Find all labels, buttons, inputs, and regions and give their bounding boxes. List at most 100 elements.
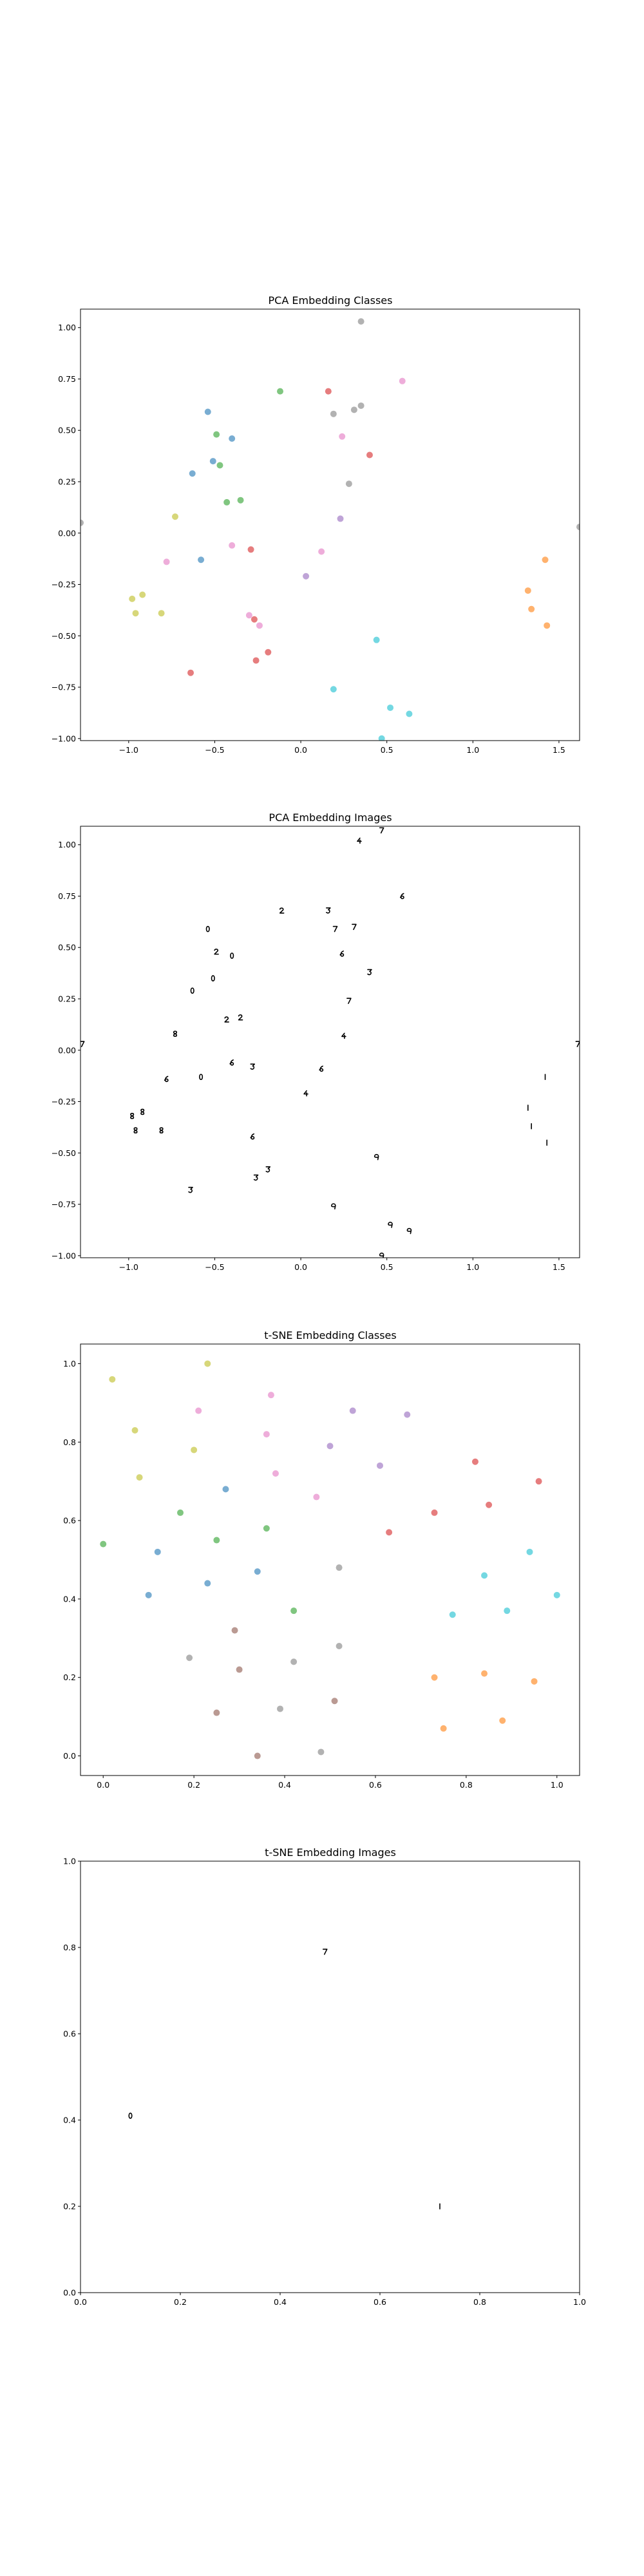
image-thumbnail xyxy=(230,952,234,959)
y-tick-label: 0.0 xyxy=(63,2288,76,2298)
data-point xyxy=(236,1666,243,1673)
x-tick-label: 0.4 xyxy=(278,1780,291,1790)
x-tick-label: −1.0 xyxy=(119,745,138,755)
x-tick-label: 1.0 xyxy=(551,1780,564,1790)
x-tick-label: −1.0 xyxy=(119,1262,138,1272)
image-thumbnail xyxy=(399,893,404,900)
image-thumbnail xyxy=(159,1127,164,1133)
x-tick-label: 0.5 xyxy=(381,1262,393,1272)
data-point xyxy=(337,515,344,522)
data-point xyxy=(404,1411,411,1418)
image-thumbnail xyxy=(406,1227,412,1235)
data-points xyxy=(80,318,580,741)
chart-title: t-SNE Embedding Classes xyxy=(264,1329,396,1341)
data-point xyxy=(336,1564,343,1571)
image-thumbnail xyxy=(322,1948,328,1955)
y-tick-label: 1.0 xyxy=(63,1359,76,1368)
data-point xyxy=(431,1509,438,1516)
image-thumbnail xyxy=(229,1059,234,1066)
image-thumbnail xyxy=(379,827,384,834)
y-tick-label: 0.2 xyxy=(63,1672,76,1682)
y-tick-label: 1.0 xyxy=(63,1857,76,1866)
x-tick-label: 0.0 xyxy=(74,2297,87,2307)
image-thumbnail xyxy=(326,907,331,914)
data-point xyxy=(431,1674,438,1681)
data-point xyxy=(386,1529,393,1536)
data-point xyxy=(204,408,211,415)
data-points xyxy=(80,827,580,1258)
chart-title: t-SNE Embedding Images xyxy=(265,1846,396,1859)
x-tick-label: 0.8 xyxy=(473,2297,486,2307)
data-point xyxy=(528,605,535,612)
data-point xyxy=(535,1478,542,1485)
data-point xyxy=(195,1407,202,1414)
data-point xyxy=(349,1407,356,1414)
y-tick-label: 0.00 xyxy=(58,1045,76,1055)
data-point xyxy=(399,377,406,384)
x-tick-label: −0.5 xyxy=(205,745,224,755)
x-tick-label: 0.2 xyxy=(187,1780,200,1790)
data-point xyxy=(576,524,580,531)
data-point xyxy=(145,1591,152,1598)
data-point xyxy=(373,636,380,643)
y-tick-label: 0.2 xyxy=(63,2202,76,2211)
data-point xyxy=(330,686,337,693)
y-tick-label: 0.50 xyxy=(58,426,76,435)
y-tick-label: −0.75 xyxy=(52,683,76,692)
image-thumbnail xyxy=(265,1166,271,1173)
data-point xyxy=(129,595,136,602)
data-point xyxy=(542,556,549,564)
data-point xyxy=(254,1752,261,1759)
data-point xyxy=(136,1474,143,1481)
image-thumbnail xyxy=(357,837,362,844)
y-tick-label: −0.25 xyxy=(52,1097,76,1106)
data-point xyxy=(187,669,194,676)
data-point xyxy=(204,1580,211,1587)
x-tick-label: 0.2 xyxy=(174,2297,187,2307)
data-point xyxy=(177,1509,184,1516)
y-tick-label: 0.75 xyxy=(58,891,76,901)
y-tick-label: −1.00 xyxy=(52,1251,76,1260)
data-point xyxy=(263,1431,270,1438)
image-thumbnail xyxy=(279,907,285,914)
image-thumbnail xyxy=(367,969,372,976)
y-tick-label: 0.8 xyxy=(63,1437,76,1447)
data-point xyxy=(158,610,165,617)
data-point xyxy=(267,1392,274,1399)
y-tick-label: 0.50 xyxy=(58,943,76,952)
data-point xyxy=(449,1611,456,1618)
data-point xyxy=(345,480,352,488)
image-thumbnail xyxy=(188,1186,193,1193)
x-tick-label: 0.8 xyxy=(460,1780,473,1790)
x-tick-label: 1.5 xyxy=(553,745,565,755)
data-point xyxy=(109,1376,116,1383)
x-tick-label: 1.5 xyxy=(553,1262,565,1272)
data-point xyxy=(213,1537,220,1544)
axes-frame xyxy=(80,308,580,741)
data-point xyxy=(191,1446,198,1454)
data-point xyxy=(524,587,531,594)
data-point xyxy=(139,591,146,598)
image-thumbnail xyxy=(130,1113,135,1119)
y-tick-label: 0.75 xyxy=(58,374,76,384)
y-tick-label: 0.25 xyxy=(58,477,76,487)
image-thumbnail xyxy=(341,1032,346,1039)
image-thumbnail xyxy=(224,1016,229,1023)
data-point xyxy=(132,610,139,617)
y-tick-label: 1.00 xyxy=(58,323,76,332)
x-tick-label: 0.0 xyxy=(294,1262,307,1272)
image-thumbnail xyxy=(250,1063,256,1070)
data-point xyxy=(406,710,413,717)
image-thumbnail xyxy=(164,1075,169,1083)
data-point xyxy=(531,1678,538,1685)
data-points xyxy=(100,1360,560,1759)
image-thumbnail xyxy=(339,951,345,957)
y-tick-label: −0.50 xyxy=(52,1148,76,1158)
data-point xyxy=(331,1698,338,1705)
data-point xyxy=(223,498,231,506)
x-tick-label: 1.0 xyxy=(466,1262,479,1272)
data-point xyxy=(544,622,551,629)
x-tick-label: 1.0 xyxy=(466,745,479,755)
data-point xyxy=(378,735,385,741)
